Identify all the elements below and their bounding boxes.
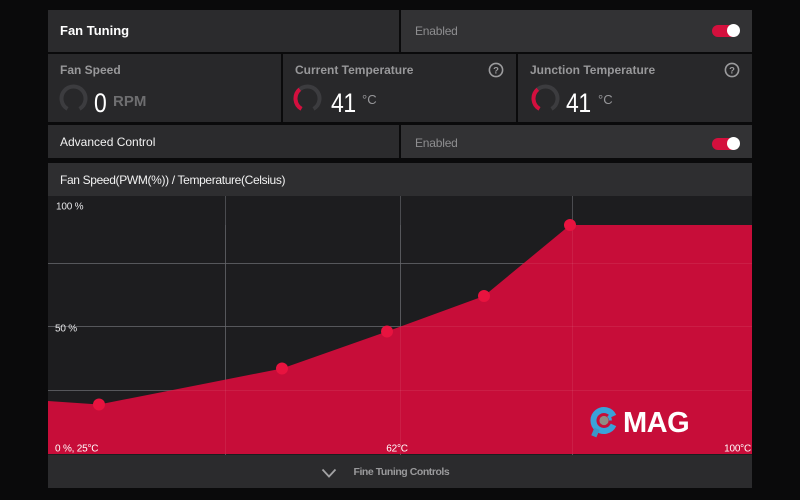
svg-text:100°C: 100°C [724, 444, 751, 455]
svg-text:100 %: 100 % [56, 202, 84, 213]
svg-text:50 %: 50 % [55, 324, 77, 335]
svg-text:MAG: MAG [623, 407, 689, 439]
svg-text:?: ? [729, 65, 735, 76]
svg-text:?: ? [493, 65, 499, 76]
svg-text:62°C: 62°C [386, 444, 408, 455]
svg-text:0 %, 25°C: 0 %, 25°C [55, 444, 98, 455]
